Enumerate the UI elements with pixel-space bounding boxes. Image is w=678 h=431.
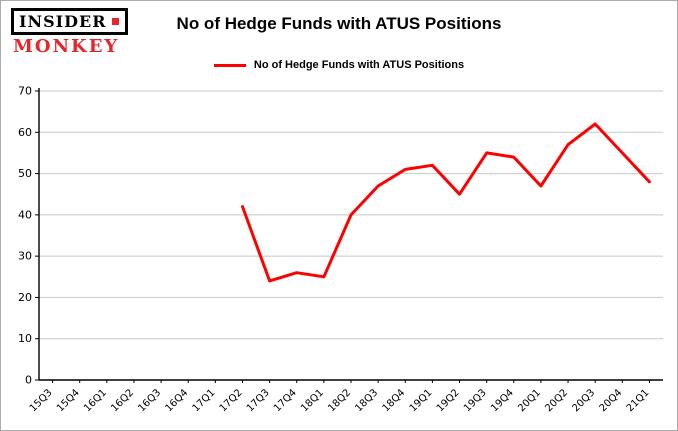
x-axis-label: 18Q4	[381, 387, 408, 414]
legend-line-sample	[213, 63, 246, 67]
logo-red-square-icon	[111, 18, 119, 25]
x-axis-label: 16Q1	[82, 387, 109, 414]
y-axis-label: 20	[18, 291, 32, 304]
x-axis-label: 17Q3	[245, 387, 272, 414]
x-axis-label: 15Q4	[55, 387, 82, 414]
x-axis-label: 20Q2	[543, 387, 570, 414]
x-axis-label: 21Q1	[625, 387, 652, 414]
legend: No of Hedge Funds with ATUS Positions	[1, 59, 677, 71]
y-axis-label: 30	[18, 250, 32, 263]
x-axis-label: 18Q3	[353, 387, 380, 414]
insider-monkey-logo: INSIDER MONKEY	[11, 8, 128, 57]
x-axis-label: 16Q2	[109, 387, 136, 414]
y-axis-label: 10	[18, 332, 32, 345]
logo-insider-text: INSIDER	[19, 12, 107, 31]
y-axis-label: 0	[25, 374, 32, 387]
header: INSIDER MONKEY No of Hedge Funds with AT…	[1, 1, 677, 83]
logo-monkey-text: MONKEY	[13, 36, 120, 57]
x-axis-label: 20Q1	[516, 387, 543, 414]
x-axis-label: 17Q1	[191, 387, 218, 414]
chart-title: No of Hedge Funds with ATUS Positions	[176, 14, 502, 33]
x-axis-label: 20Q3	[570, 387, 597, 414]
x-axis-label: 19Q4	[489, 387, 516, 414]
x-axis-label: 19Q2	[435, 387, 462, 414]
logo-insider-box: INSIDER	[11, 8, 128, 35]
y-axis-label: 60	[18, 126, 32, 139]
x-axis-label: 18Q1	[299, 387, 326, 414]
x-axis-label: 16Q3	[136, 387, 163, 414]
x-axis-label: 19Q1	[408, 387, 435, 414]
x-axis-label: 17Q4	[272, 387, 299, 414]
x-axis-label: 16Q4	[163, 387, 190, 414]
y-axis-label: 70	[18, 85, 32, 98]
x-axis-label: 19Q3	[462, 387, 489, 414]
series-line	[241, 122, 651, 283]
legend-label: No of Hedge Funds with ATUS Positions	[253, 59, 465, 71]
x-axis-label: 15Q3	[28, 387, 55, 414]
x-axis-label: 18Q2	[326, 387, 353, 414]
y-axis-label: 50	[18, 167, 32, 180]
x-axis-label: 17Q2	[218, 387, 245, 414]
y-axis-label: 40	[18, 208, 32, 221]
x-axis-label: 20Q4	[598, 387, 625, 414]
